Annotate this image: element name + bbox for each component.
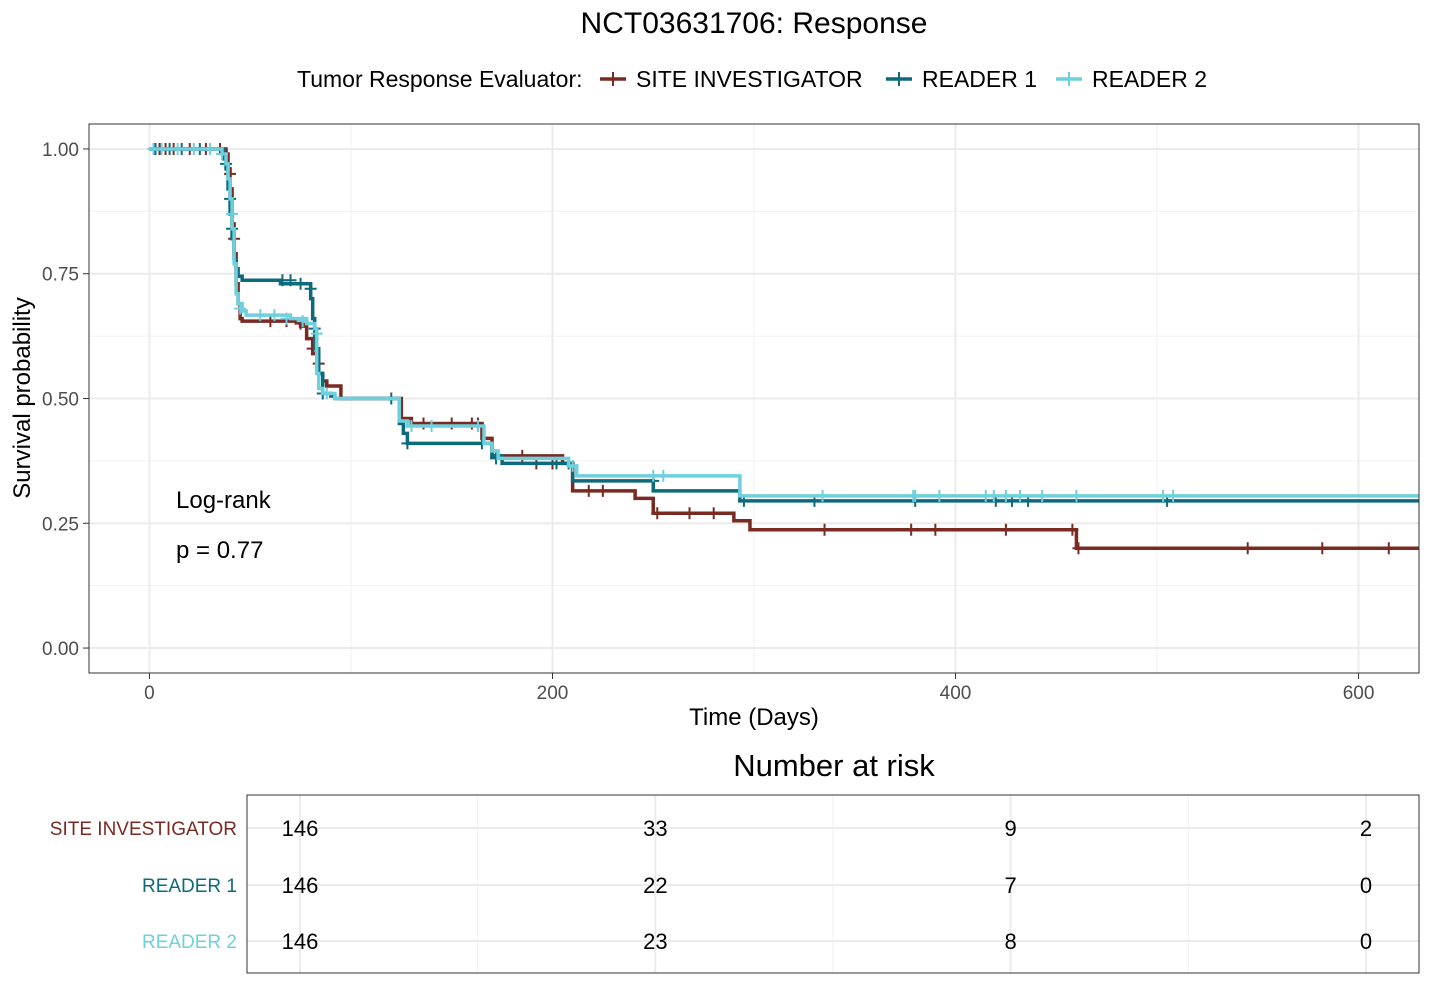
risk-cell: 8: [1005, 929, 1017, 954]
censor-mark: [596, 484, 609, 497]
censor-mark: [320, 387, 333, 400]
censor-mark: [566, 459, 579, 472]
censor-mark: [647, 469, 660, 482]
censor-mark: [683, 507, 696, 520]
km-curve-reader-2: [149, 147, 1419, 498]
y-tick-label: 0.25: [42, 514, 79, 535]
censor-mark: [280, 312, 293, 325]
censor-mark: [234, 302, 247, 315]
censor-mark: [1036, 489, 1049, 502]
censor-mark: [651, 507, 664, 520]
axes: 0 200 400 600 0.00 0.25 0.50 0.75 1.00: [42, 140, 1374, 704]
censor-mark: [254, 309, 267, 322]
y-tick-label: 0.75: [42, 265, 79, 286]
censor-mark: [999, 489, 1012, 502]
risk-cell: 0: [1360, 873, 1372, 898]
censor-mark: [268, 309, 281, 322]
censor-mark: [226, 207, 239, 220]
x-tick-label: 600: [1343, 683, 1375, 704]
censor-mark: [203, 142, 216, 155]
legend-item: READER 1: [886, 66, 1037, 92]
risk-cell: 9: [1005, 816, 1017, 841]
censor-mark: [816, 489, 829, 502]
censor-mark: [905, 523, 918, 536]
legend-item: SITE INVESTIGATOR: [600, 66, 863, 92]
risk-cell: 2: [1360, 816, 1372, 841]
censor-mark: [1066, 523, 1079, 536]
censor-mark: [999, 523, 1012, 536]
legend: Tumor Response Evaluator: SITE INVESTIGAT…: [297, 66, 1207, 92]
censor-mark: [707, 507, 720, 520]
censor-mark: [171, 142, 184, 155]
censor-mark: [909, 489, 922, 502]
curve-layer: [147, 142, 1419, 555]
risk-table: SITE INVESTIGATOR 146 33 9 2 READER 1 146 22 7 0 R…: [50, 816, 1372, 954]
x-tick-label: 0: [144, 683, 155, 704]
censor-mark: [657, 469, 670, 482]
x-tick-label: 400: [940, 683, 972, 704]
censor-mark: [818, 523, 831, 536]
x-axis-title: Time (Days): [689, 704, 819, 731]
y-axis-title: Survival probability: [9, 297, 36, 498]
y-tick-label: 0.50: [42, 390, 79, 411]
censor-mark: [310, 327, 323, 340]
risk-table-border: [246, 794, 1420, 974]
censor-mark: [929, 523, 942, 536]
survival-curves: [147, 142, 1419, 555]
legend-item: READER 2: [1056, 66, 1207, 92]
risk-row-label: READER 2: [142, 932, 237, 953]
censor-mark: [296, 315, 309, 328]
censor-mark: [425, 419, 438, 432]
risk-cell: 146: [282, 816, 319, 841]
censor-mark: [155, 142, 168, 155]
censor-mark: [401, 437, 414, 450]
censor-mark: [1382, 542, 1395, 555]
censor-mark: [933, 489, 946, 502]
x-tick-label: 200: [537, 683, 569, 704]
plot-grid: [89, 124, 1419, 673]
censor-mark: [284, 274, 297, 287]
risk-row-label: READER 1: [142, 876, 237, 897]
censor-mark: [1157, 489, 1170, 502]
risk-cell: 146: [282, 873, 319, 898]
censor-mark: [1241, 542, 1254, 555]
risk-cell: 23: [643, 929, 667, 954]
y-tick-label: 0.00: [42, 639, 79, 660]
censor-mark: [304, 282, 317, 295]
censor-mark: [1316, 542, 1329, 555]
legend-label: READER 1: [922, 66, 1037, 92]
p-value-label: p = 0.77: [176, 537, 263, 564]
censor-mark: [294, 277, 307, 290]
censor-mark: [987, 489, 1000, 502]
risk-table-grid: [247, 795, 1419, 973]
risk-cell: 0: [1360, 929, 1372, 954]
risk-cell: 33: [643, 816, 667, 841]
legend-title: Tumor Response Evaluator:: [297, 66, 583, 92]
risk-cell: 22: [643, 873, 667, 898]
censor-mark: [1072, 542, 1085, 555]
censor-mark: [471, 419, 484, 432]
censor-mark: [1167, 489, 1180, 502]
legend-label: READER 2: [1092, 66, 1207, 92]
censor-mark: [1070, 489, 1083, 502]
censor-mark: [582, 484, 595, 497]
risk-cell: 7: [1005, 873, 1017, 898]
risk-row-label: SITE INVESTIGATOR: [50, 819, 237, 840]
censor-mark: [216, 147, 228, 160]
censor-mark: [187, 142, 200, 155]
legend-label: SITE INVESTIGATOR: [636, 66, 863, 92]
risk-cell: 146: [282, 929, 319, 954]
y-tick-label: 1.00: [42, 140, 79, 161]
logrank-label: Log-rank: [176, 487, 272, 514]
censor-mark: [1014, 489, 1026, 502]
censor-mark: [405, 419, 418, 432]
risk-table-title: Number at risk: [733, 748, 935, 783]
chart-title: NCT03631706: Response: [581, 7, 928, 40]
